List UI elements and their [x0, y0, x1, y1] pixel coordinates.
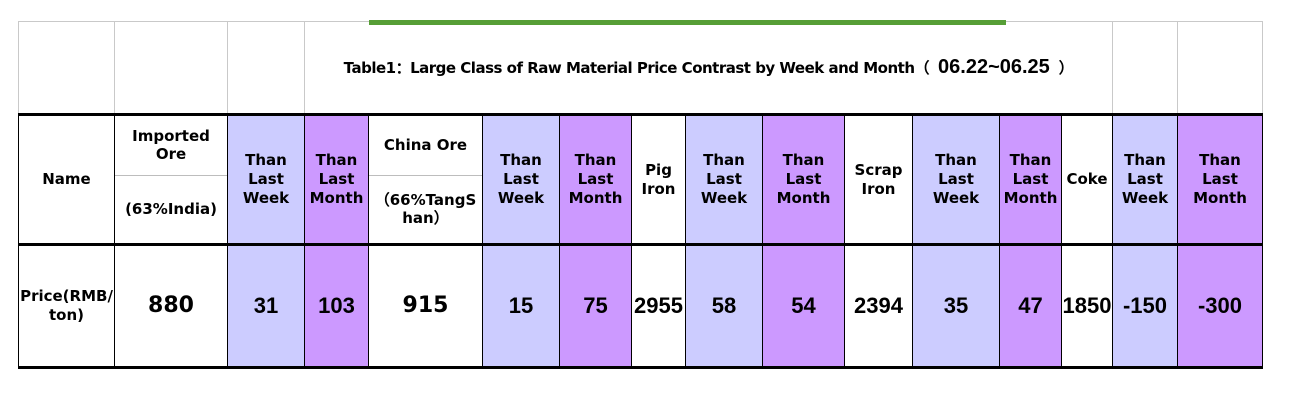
header-cell-pig-iron[interactable]: Pig Iron — [632, 116, 686, 243]
empty-cell[interactable] — [1113, 22, 1178, 113]
header-cell-than-last-month-imported-ore[interactable]: Than Last Month — [305, 116, 369, 243]
header-cell-than-last-week-pig-iron[interactable]: Than Last Week — [686, 116, 763, 243]
header-cell-imported-ore[interactable]: Imported Ore (63%India) — [115, 116, 228, 243]
chart-bottom-border-line — [369, 20, 1006, 25]
price-scrap-iron[interactable]: 2394 — [845, 246, 913, 366]
table-title: Table1：Large Class of Raw Material Price… — [343, 56, 1074, 78]
week-change-scrap-iron[interactable]: 35 — [913, 246, 1000, 366]
china-ore-label: China Ore — [369, 116, 482, 176]
empty-cell[interactable] — [18, 22, 115, 113]
empty-cell[interactable] — [1178, 22, 1263, 113]
empty-cell[interactable] — [115, 22, 228, 113]
week-change-pig-iron[interactable]: 58 — [686, 246, 763, 366]
price-china-ore[interactable]: 915 — [369, 246, 483, 366]
header-cell-than-last-month-china-ore[interactable]: Than Last Month — [560, 116, 632, 243]
header-cell-than-last-month-coke[interactable]: Than Last Month — [1178, 116, 1263, 243]
header-cell-than-last-week-china-ore[interactable]: Than Last Week — [483, 116, 560, 243]
header-cell-scrap-iron[interactable]: Scrap Iron — [845, 116, 913, 243]
header-row: Name Imported Ore (63%India) Than Last W… — [18, 113, 1263, 246]
price-pig-iron[interactable]: 2955 — [632, 246, 686, 366]
month-change-imported-ore[interactable]: 103 — [305, 246, 369, 366]
month-change-china-ore[interactable]: 75 — [560, 246, 632, 366]
title-row: Table1：Large Class of Raw Material Price… — [18, 21, 1263, 113]
header-cell-than-last-week-scrap-iron[interactable]: Than Last Week — [913, 116, 1000, 243]
week-change-coke[interactable]: -150 — [1113, 246, 1178, 366]
name-header-label: Name — [42, 170, 91, 189]
table-title-cell[interactable]: Table1：Large Class of Raw Material Price… — [305, 22, 1113, 113]
header-cell-coke[interactable]: Coke — [1062, 116, 1113, 243]
china-ore-sub-label: （66%TangShan） — [374, 190, 477, 228]
raw-material-price-table: Table1：Large Class of Raw Material Price… — [18, 21, 1263, 369]
title-date-range: 06.22~06.25 — [938, 56, 1050, 78]
header-cell-china-ore[interactable]: China Ore （66%TangShan） — [369, 116, 483, 243]
data-row: Price(RMB/ton) 880 31 103 915 15 75 2955 — [18, 246, 1263, 369]
week-change-china-ore[interactable]: 15 — [483, 246, 560, 366]
header-cell-than-last-week-coke[interactable]: Than Last Week — [1113, 116, 1178, 243]
week-change-imported-ore[interactable]: 31 — [228, 246, 305, 366]
price-coke[interactable]: 1850 — [1062, 246, 1113, 366]
header-cell-than-last-month-scrap-iron[interactable]: Than Last Month — [1000, 116, 1062, 243]
imported-ore-sub-label: (63%India) — [125, 199, 217, 218]
price-imported-ore[interactable]: 880 — [115, 246, 228, 366]
header-cell-than-last-week-imported-ore[interactable]: Than Last Week — [228, 116, 305, 243]
imported-ore-label: Imported Ore — [115, 116, 227, 176]
month-change-scrap-iron[interactable]: 47 — [1000, 246, 1062, 366]
header-cell-than-last-month-pig-iron[interactable]: Than Last Month — [763, 116, 845, 243]
row-label-price[interactable]: Price(RMB/ton) — [18, 246, 115, 366]
month-change-coke[interactable]: -300 — [1178, 246, 1263, 366]
month-change-pig-iron[interactable]: 54 — [763, 246, 845, 366]
empty-cell[interactable] — [228, 22, 305, 113]
header-cell-name[interactable]: Name — [18, 116, 115, 243]
